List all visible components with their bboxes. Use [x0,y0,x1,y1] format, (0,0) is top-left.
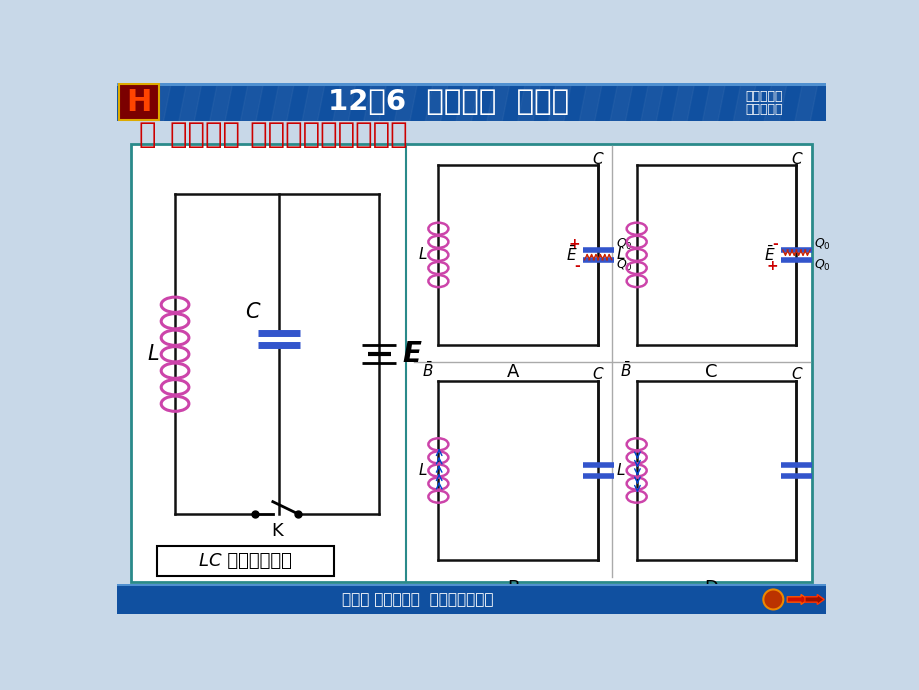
Text: $\bar{E}$: $\bar{E}$ [565,246,577,264]
Text: 物理学教程: 物理学教程 [744,90,782,104]
Bar [131,144,811,582]
Text: LC 电磁振荡电路: LC 电磁振荡电路 [199,552,292,570]
Text: $Q_0$: $Q_0$ [615,258,632,273]
Text: （第二版）: （第二版） [744,104,782,116]
Text: 第十二 章电磁感应  电磁场和电磁波: 第十二 章电磁感应 电磁场和电磁波 [342,592,493,607]
Circle shape [763,589,782,609]
Text: C: C [790,152,800,166]
Bar [157,546,335,575]
FancyArrow shape [787,595,807,604]
Text: L: L [148,344,159,364]
Text: -: - [771,237,777,251]
Text: +: + [766,259,777,273]
Text: 一: 一 [139,121,156,149]
Text: $\bar{B}$: $\bar{B}$ [619,360,631,380]
Text: $Q_0$: $Q_0$ [813,237,830,252]
Text: $\bar{E}$: $\bar{E}$ [764,246,776,264]
Text: K: K [270,522,282,540]
Text: L: L [418,463,426,478]
Bar [117,584,825,586]
Text: A: A [506,364,518,382]
Text: C: C [244,302,259,322]
Text: C: C [592,367,603,382]
Bar [117,83,825,121]
Text: 振荡电路 无阻尼自由电磁振荡: 振荡电路 无阻尼自由电磁振荡 [169,121,407,149]
Text: C: C [704,364,717,382]
Text: L: L [418,248,426,262]
Bar [117,83,825,86]
Text: H: H [126,88,152,117]
Text: L: L [617,463,625,478]
Text: -: - [573,259,579,273]
Text: $\bar{B}$: $\bar{B}$ [422,360,433,380]
Text: 12－6  电磁振荡  电磁波: 12－6 电磁振荡 电磁波 [327,88,568,116]
Text: B: B [506,579,518,597]
Text: C: C [592,152,603,166]
Text: $Q_0$: $Q_0$ [813,258,830,273]
Text: E: E [402,340,421,368]
Text: L: L [617,248,625,262]
Bar [117,585,825,614]
Text: D: D [703,579,718,597]
Text: $Q_0$: $Q_0$ [615,237,632,252]
Text: +: + [567,237,579,251]
Text: C: C [790,367,800,382]
FancyArrow shape [804,595,823,604]
Bar [119,84,159,120]
